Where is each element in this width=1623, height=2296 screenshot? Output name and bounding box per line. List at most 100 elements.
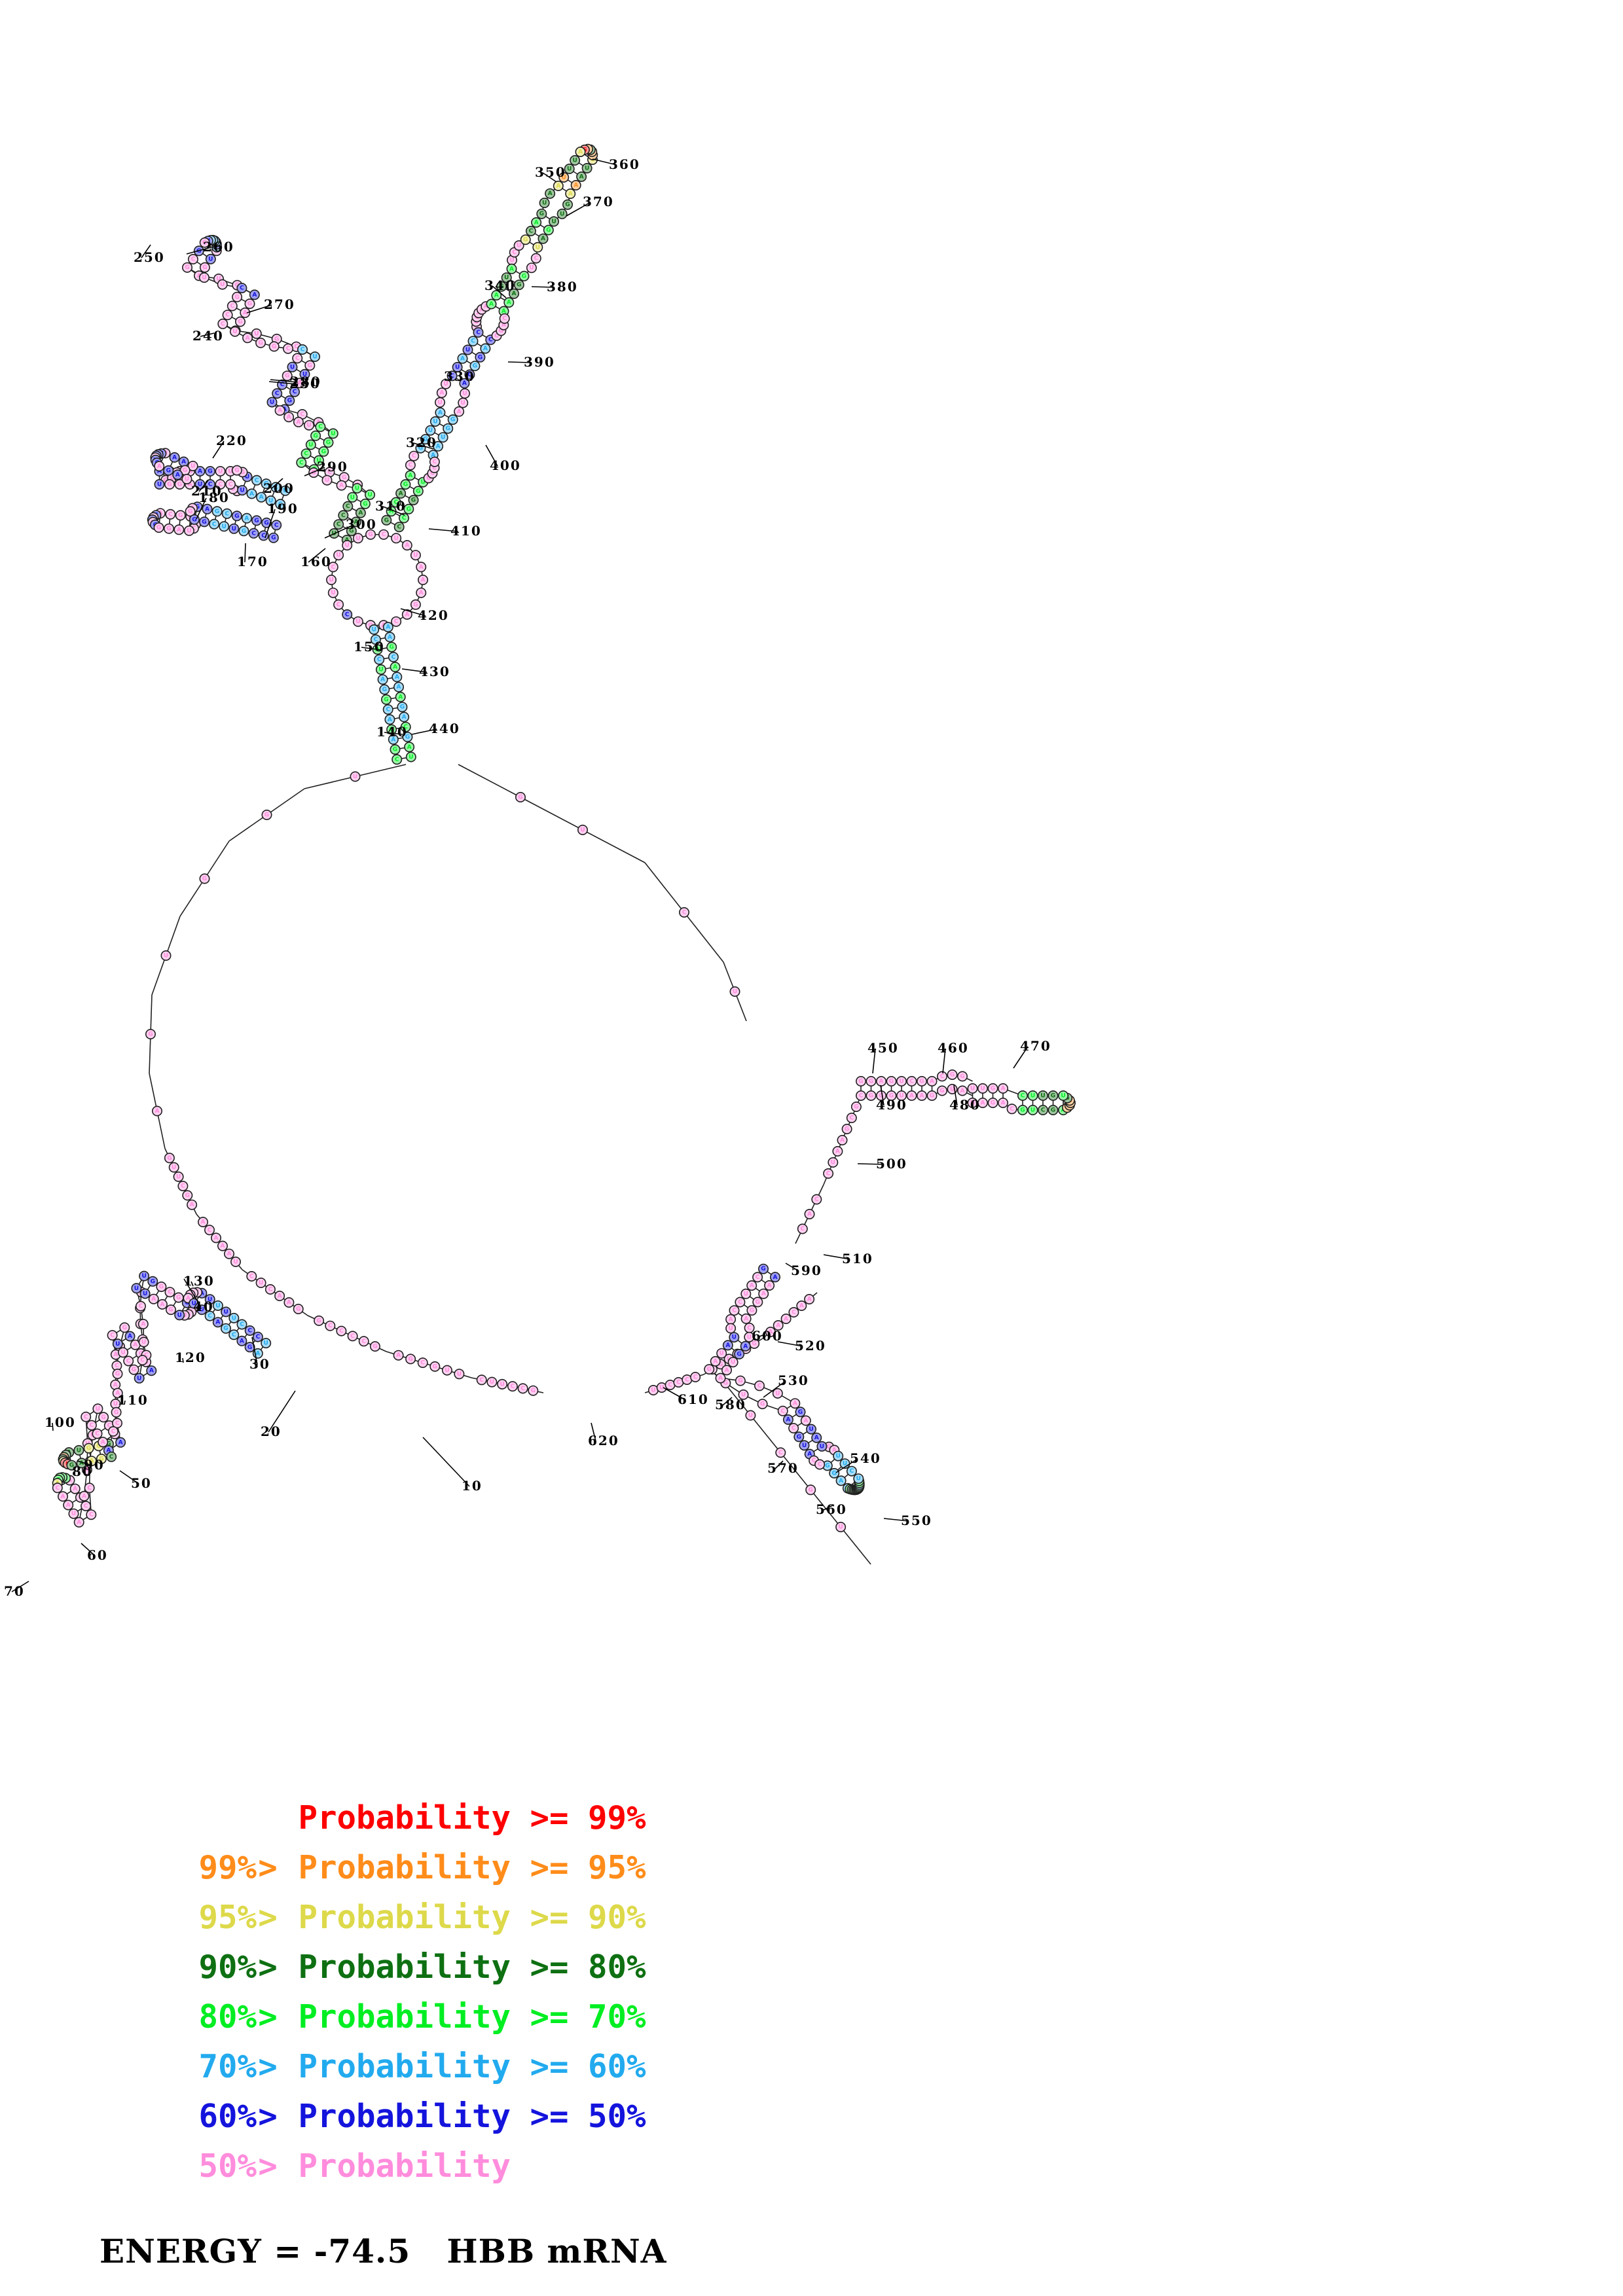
nucleotide[interactable]: A [154,461,165,472]
nucleotide[interactable]: C [137,1355,148,1366]
nucleotide[interactable]: G [386,641,397,653]
nucleotide[interactable]: C [165,509,176,520]
nucleotide[interactable]: C [823,1168,834,1179]
nucleotide[interactable]: A [283,1297,295,1308]
nucleotide[interactable]: U [1038,1090,1049,1102]
nucleotide[interactable]: U [352,533,363,544]
nucleotide[interactable]: U [352,482,363,493]
nucleotide[interactable]: A [721,1365,733,1376]
nucleotide[interactable]: A [746,1280,757,1291]
nucleotide[interactable]: C [382,704,393,715]
nucleotide[interactable]: G [519,270,530,281]
nucleotide[interactable]: C [517,1383,528,1394]
nucleotide[interactable]: A [576,171,587,182]
nucleotide[interactable]: C [846,1113,857,1124]
nucleotide[interactable]: A [998,1098,1009,1109]
nucleotide[interactable]: G [757,1399,768,1410]
nucleotide[interactable]: G [220,1323,231,1334]
nucleotide[interactable]: C [251,475,263,486]
nucleotide[interactable]: C [177,1181,189,1192]
nucleotide[interactable]: U [118,1347,129,1358]
nucleotide[interactable]: U [581,163,593,174]
nucleotide[interactable]: A [538,233,549,244]
nucleotide[interactable]: G [886,1076,897,1087]
nucleotide[interactable]: C [1038,1105,1049,1116]
nucleotide[interactable]: C [429,456,440,467]
nucleotide[interactable]: C [333,519,344,530]
nucleotide[interactable]: C [1006,1103,1017,1115]
nucleotide[interactable]: A [392,672,403,683]
nucleotide[interactable]: C [856,1090,867,1102]
nucleotide[interactable]: U [139,1270,150,1282]
nucleotide[interactable]: G [255,337,266,348]
nucleotide[interactable]: U [369,624,380,635]
nucleotide[interactable]: G [359,498,371,509]
nucleotide[interactable]: A [401,540,412,551]
nucleotide[interactable]: G [987,1083,998,1094]
nucleotide[interactable]: C [315,422,326,433]
nucleotide[interactable]: G [293,1304,304,1315]
nucleotide[interactable]: U [745,1410,756,1421]
nucleotide[interactable]: A [390,662,401,673]
nucleotide[interactable]: C [325,1320,336,1331]
nucleotide[interactable]: A [780,1314,792,1325]
nucleotide[interactable]: G [957,1071,968,1082]
nucleotide[interactable]: A [835,1475,847,1486]
nucleotide[interactable]: A [69,1483,81,1494]
nucleotide[interactable]: U [134,1372,145,1384]
nucleotide[interactable]: U [853,1473,864,1484]
nucleotide[interactable]: U [977,1083,989,1094]
nucleotide[interactable]: A [876,1076,887,1087]
nucleotide[interactable]: C [217,318,228,329]
nucleotide[interactable]: G [528,1385,539,1396]
nucleotide[interactable]: C [296,457,307,468]
nucleotide[interactable]: G [795,1407,806,1418]
nucleotide[interactable]: G [937,1085,948,1096]
nucleotide[interactable]: U [154,478,165,490]
nucleotide[interactable]: U [806,1424,817,1435]
nucleotide[interactable]: A [399,711,410,723]
nucleotide[interactable]: C [272,388,283,399]
nucleotide[interactable]: U [217,279,228,290]
nucleotide[interactable]: U [729,1332,740,1343]
nucleotide[interactable]: A [405,470,416,481]
nucleotide[interactable]: A [782,1414,793,1426]
nucleotide[interactable]: A [173,524,185,535]
nucleotide[interactable]: C [107,1426,119,1437]
nucleotide[interactable]: G [199,262,210,273]
nucleotide[interactable]: G [153,522,164,533]
nucleotide[interactable]: A [210,1232,221,1244]
nucleotide[interactable]: G [147,1276,158,1287]
nucleotide[interactable]: G [380,694,392,705]
nucleotide[interactable]: U [896,1076,907,1087]
nucleotide[interactable]: A [553,180,564,191]
nucleotide[interactable]: G [323,437,334,448]
nucleotide[interactable]: G [704,1364,715,1375]
nucleotide[interactable]: G [314,1315,325,1326]
nucleotide[interactable]: G [198,516,210,528]
nucleotide[interactable]: A [124,1331,136,1342]
nucleotide[interactable]: A [217,1240,228,1251]
nucleotide[interactable]: G [244,298,255,310]
nucleotide[interactable]: A [722,1340,733,1351]
nucleotide[interactable]: A [241,512,252,524]
nucleotide[interactable]: G [318,446,329,457]
nucleotide[interactable]: U [828,1157,839,1168]
nucleotide[interactable]: C [106,1451,117,1462]
nucleotide[interactable]: C [814,1459,826,1470]
nucleotide[interactable]: C [392,754,403,765]
nucleotide[interactable]: A [274,1291,285,1302]
nucleotide[interactable]: C [1017,1090,1029,1102]
nucleotide[interactable]: A [926,1076,938,1087]
nucleotide[interactable]: A [115,1437,126,1448]
nucleotide[interactable]: G [734,1349,745,1360]
nucleotide[interactable]: G [381,514,392,526]
nucleotide[interactable]: U [219,521,230,532]
nucleotide[interactable]: U [727,1357,739,1368]
nucleotide[interactable]: U [212,1300,223,1311]
nucleotide[interactable]: U [174,1310,185,1321]
nucleotide[interactable]: G [562,199,573,210]
nucleotide[interactable]: C [775,1447,786,1458]
nucleotide[interactable]: C [342,501,354,512]
nucleotide[interactable]: U [967,1083,978,1094]
